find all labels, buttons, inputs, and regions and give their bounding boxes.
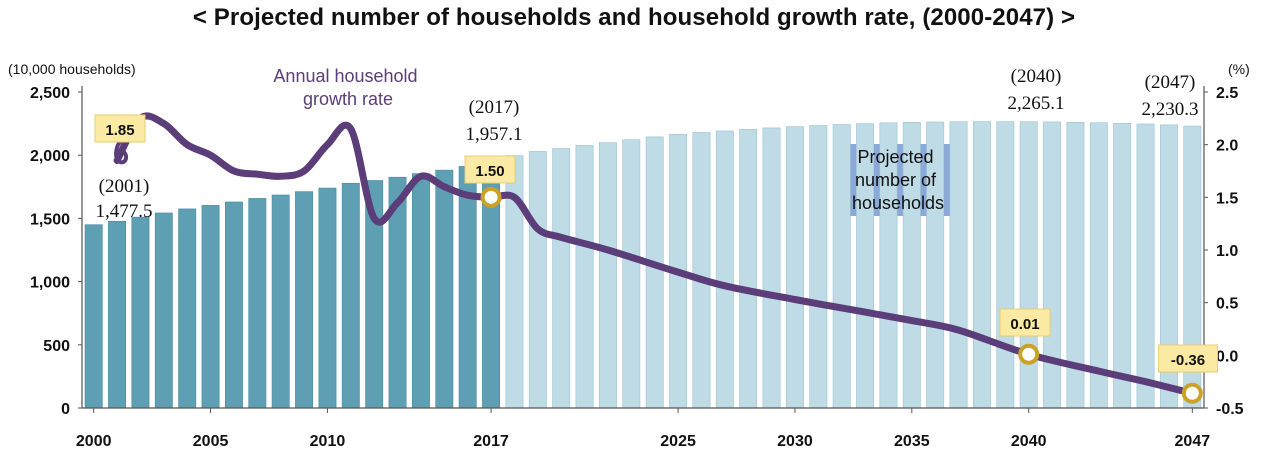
bar-2016 [458, 166, 477, 409]
annotation-value-2001: 1,477.5 [96, 201, 153, 222]
bar-2026 [692, 132, 711, 409]
right-tick-label: 2.0 [1216, 138, 1238, 155]
bar-2037 [949, 121, 968, 409]
x-tick-label: 2040 [1011, 433, 1047, 450]
bar-2045 [1136, 123, 1155, 409]
bar-series-label: Projected number of households [852, 147, 944, 213]
growth-label-box-2017 [464, 155, 516, 184]
line-series-label-1: Annual household [273, 66, 417, 86]
bar-2039 [996, 121, 1015, 409]
left-tick-label: 1,500 [30, 211, 70, 228]
growth-label-2017: 1.50 [475, 163, 504, 180]
bar-2029 [762, 127, 781, 409]
left-tick-label: 2,000 [30, 148, 70, 165]
bar-2030 [785, 126, 804, 409]
bar-series [84, 121, 1202, 409]
bar-2005 [201, 205, 220, 409]
right-axis-unit: (%) [1228, 61, 1250, 77]
growth-point-marker-2017 [480, 186, 502, 208]
bar-2043 [1089, 122, 1108, 409]
bar-2006 [224, 201, 243, 409]
right-tick-label: 0.0 [1216, 348, 1238, 365]
bar-2031 [809, 125, 828, 409]
bar-2001 [108, 220, 127, 409]
right-tick-label: 0.5 [1216, 296, 1238, 313]
bar-series-label-3: households [852, 193, 944, 213]
annotation-year-2017: (2017) [469, 97, 520, 118]
bar-2023 [622, 139, 641, 409]
bar-2009 [295, 191, 314, 409]
bar-2038 [972, 121, 991, 409]
bar-2021 [575, 145, 594, 409]
bar-2008 [271, 194, 290, 409]
bar-2011 [341, 182, 360, 409]
x-tick-label: 2017 [473, 433, 509, 450]
bar-2010 [318, 187, 337, 409]
bar-2022 [598, 142, 617, 409]
right-tick-label: 1.0 [1216, 243, 1238, 260]
callout-hook [114, 138, 129, 165]
annotation-value-2040: 2,265.1 [1008, 93, 1065, 114]
bar-2002 [131, 216, 150, 409]
line-series-label: Annual household growth rate [273, 66, 422, 109]
right-tick-label: 1.5 [1216, 190, 1238, 207]
left-axis-unit: (10,000 households) [8, 61, 136, 77]
x-tick-label: 2005 [193, 433, 229, 450]
growth-point-marker-2047 [1181, 382, 1203, 404]
growth-label-2047: -0.36 [1171, 352, 1205, 369]
bar-2004 [178, 208, 197, 409]
x-tick-label: 2047 [1175, 433, 1211, 450]
left-tick-label: 2,500 [30, 85, 70, 102]
bar-series-label-1: Projected [857, 147, 933, 167]
bar-2032 [832, 124, 851, 409]
growth-label-box-2040 [999, 308, 1051, 337]
bar-2044 [1113, 123, 1132, 409]
annotation-year-2040: (2040) [1011, 66, 1062, 87]
annotation-year-2047: (2047) [1145, 72, 1196, 93]
bar-series-label-2: number of [855, 170, 937, 190]
line-series-label-2: growth rate [303, 89, 393, 109]
x-tick-label: 2030 [777, 433, 813, 450]
point-labels: 1.85 1.50 0.01 -0.36 [94, 114, 1218, 404]
bar-2015 [435, 169, 454, 409]
growth-label-box-2001 [94, 114, 146, 143]
left-tick-label: 0 [61, 401, 70, 418]
left-tick-label: 500 [43, 338, 70, 355]
bar-2040 [1019, 121, 1038, 409]
right-tick-label: 2.5 [1216, 85, 1238, 102]
left-tick-label: 1,000 [30, 275, 70, 292]
bar-2007 [248, 198, 267, 409]
annotation-value-2017: 1,957.1 [466, 124, 523, 145]
growth-label-box-2047 [1158, 344, 1218, 373]
growth-point-marker-2040 [1018, 343, 1040, 365]
x-tick-label: 2025 [660, 433, 696, 450]
growth-rate-line [113, 112, 1196, 397]
chart-title: < Projected number of households and hou… [192, 4, 1076, 31]
annotation-value-2047: 2,230.3 [1142, 99, 1199, 120]
growth-label-2001: 1.85 [105, 122, 134, 139]
annotations: (2001) 1,477.5 (2017) 1,957.1 (2040) 2,265.1 (… [96, 66, 1199, 222]
bar-2027 [715, 130, 734, 409]
bar-2014 [411, 173, 430, 409]
x-tick-label: 2000 [76, 433, 112, 450]
bar-2020 [552, 148, 571, 409]
bar-2000 [84, 224, 103, 409]
x-tick-label: 2035 [894, 433, 930, 450]
x-tick-label: 2010 [310, 433, 346, 450]
bar-2024 [645, 136, 664, 409]
bar-2003 [154, 212, 173, 409]
bar-2028 [739, 128, 758, 409]
bar-2019 [528, 151, 547, 409]
annotation-year-2001: (2001) [99, 176, 150, 197]
growth-label-2040: 0.01 [1010, 316, 1039, 333]
right-tick-label: -0.5 [1216, 401, 1244, 418]
